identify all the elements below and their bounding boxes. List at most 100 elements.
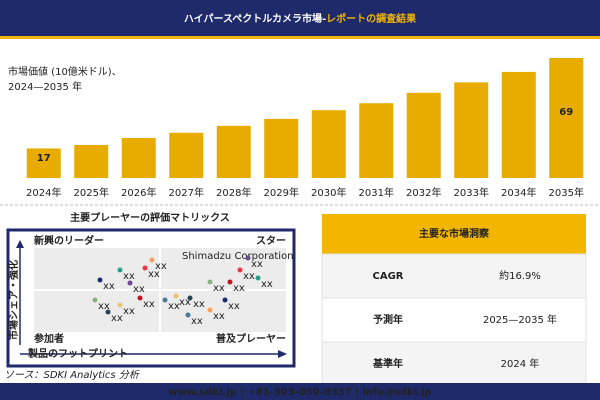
header-rule	[0, 36, 600, 39]
row-bg	[321, 341, 587, 387]
player-dot	[227, 279, 233, 285]
bar	[359, 103, 394, 178]
quadrant-label: スター	[256, 235, 286, 247]
footer: www.sdki.jp | +81-505-050-9337 | info@sd…	[168, 387, 431, 398]
player-label: xx	[179, 297, 191, 308]
chart-subtitle: 市場価値 (10億米ドル)、	[8, 65, 122, 78]
player-label: xx	[133, 284, 145, 295]
value-label: 69	[559, 107, 573, 118]
x-tick-label: 2035年	[549, 186, 584, 199]
player-dot	[142, 265, 148, 271]
player-label: xx	[111, 313, 123, 324]
x-tick-label: 2027年	[169, 186, 204, 199]
player-dot	[222, 297, 228, 303]
player-label: xx	[243, 271, 255, 282]
player-dot	[207, 307, 213, 313]
player-dot	[187, 295, 193, 301]
player-dot	[137, 295, 143, 301]
bar	[406, 92, 441, 178]
x-tick-label: 2030年	[311, 186, 346, 199]
player-dot	[237, 267, 243, 273]
source: ソース：SDKI Analytics 分析	[4, 369, 140, 381]
chart-subtitle: 2024—2035 年	[8, 80, 82, 93]
row-value: 2024 年	[501, 357, 540, 370]
player-dot	[185, 312, 191, 318]
player-dot	[92, 297, 98, 303]
row-value: 2025—2035 年	[483, 313, 557, 326]
row-bg	[321, 297, 587, 343]
player-label: xx	[103, 281, 115, 292]
x-tick-label: 2024年	[26, 186, 61, 199]
arrow-head	[16, 240, 24, 248]
bar	[216, 125, 251, 178]
footer-bar	[0, 383, 600, 400]
player-dot	[117, 267, 123, 273]
bar-chart: 2024年 17 2025年 2026年 2027年 2028年 2029年 2030年 203…	[26, 58, 584, 199]
player-label: xx	[193, 299, 205, 310]
header-title: ハイパースペクトルカメラ市場-レポートの調査結果	[184, 12, 417, 25]
player-dot	[127, 280, 133, 286]
player-label: xx	[228, 301, 240, 312]
player-dot	[255, 275, 261, 281]
matrix-title: 主要プレーヤーの評価マトリックス	[70, 211, 230, 224]
player-label: xx	[213, 283, 225, 294]
x-tick-label: 2026年	[121, 186, 156, 199]
highlight-label: Shimadzu Corporation	[182, 251, 294, 262]
bar	[311, 110, 346, 178]
header-bar	[0, 0, 600, 36]
insights-header	[322, 214, 586, 254]
player-label: xx	[213, 311, 225, 322]
bar	[501, 71, 536, 178]
title-accent: レポートの調査結果	[326, 12, 417, 25]
player-dot	[173, 293, 179, 299]
player-dot	[117, 302, 123, 308]
x-tick-label: 2028年	[216, 186, 251, 199]
bar	[169, 132, 204, 178]
title-main: ハイパースペクトルカメラ市場-	[184, 12, 326, 25]
quadrant-label: 新興のリーダー	[34, 234, 104, 247]
quadrant-label: 参加者	[34, 332, 64, 345]
x-tick-label: 2031年	[359, 186, 394, 199]
player-label: xx	[143, 299, 155, 310]
bar	[454, 82, 489, 178]
bar	[74, 144, 109, 178]
player-label: xx	[123, 271, 135, 282]
player-dot	[245, 255, 251, 261]
player-dot	[162, 297, 168, 303]
x-tick-label: 2033年	[454, 186, 489, 199]
player-label: xx	[191, 316, 203, 327]
x-tick-label: 2029年	[264, 186, 299, 199]
player-dot	[97, 277, 103, 283]
arrow-head	[278, 350, 287, 358]
x-tick-label: 2025年	[74, 186, 109, 199]
row-key: 基準年	[372, 357, 403, 370]
quadrant-label: 普及プレーヤー	[216, 332, 286, 345]
player-label: xx	[251, 259, 263, 270]
bar	[549, 58, 584, 178]
player-label: xx	[155, 261, 167, 272]
insights-title: 主要な市場洞察	[419, 227, 490, 240]
player-dot	[105, 309, 111, 315]
player-label: xx	[98, 301, 110, 312]
value-label: 17	[37, 153, 51, 164]
x-tick-label: 2032年	[406, 186, 441, 199]
bar	[121, 138, 156, 178]
player-label: xx	[261, 279, 273, 290]
player-dot	[207, 279, 213, 285]
x-tick-label: 2034年	[501, 186, 536, 199]
row-value: 約16.9%	[499, 269, 541, 282]
player-dot	[149, 257, 155, 263]
player-label: xx	[233, 283, 245, 294]
row-bg	[321, 253, 587, 299]
row-key: CAGR	[373, 271, 404, 282]
bar	[26, 148, 61, 178]
x-axis-label: 製品のフットプリント	[27, 347, 128, 360]
row-key: 予測年	[373, 313, 403, 326]
player-label: xx	[148, 269, 160, 280]
player-label: xx	[123, 306, 135, 317]
y-axis-label: 市場シェア・強化	[7, 260, 20, 340]
player-label: xx	[168, 301, 180, 312]
